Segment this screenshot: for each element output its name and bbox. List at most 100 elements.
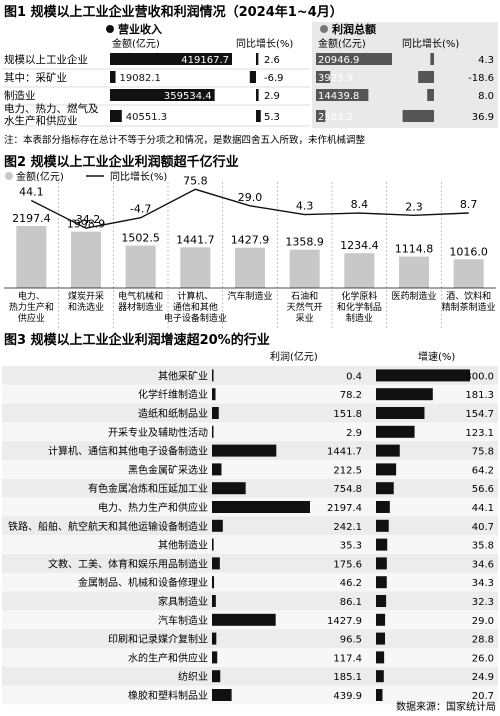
legend-growth: 同比增长(%) <box>110 170 167 183</box>
figure3-title: 图3 规模以上工业企业利润增速超20%的行业 <box>4 332 270 348</box>
bar-value-label: 1998.9 <box>67 218 106 231</box>
row-label: 其中：采矿业 <box>4 71 67 84</box>
row-background <box>2 516 498 536</box>
profit-bar <box>212 632 217 645</box>
row-background <box>2 384 498 404</box>
profit-value: 2197.4 <box>327 503 362 514</box>
profit-value: 1427.9 <box>327 616 362 627</box>
row-label: 规模以上工业企业 <box>4 53 88 66</box>
profit-value: 78.2 <box>340 390 362 401</box>
profit-growth-value: -18.6 <box>468 73 494 84</box>
industry-label: 汽车制造业 <box>158 614 208 627</box>
row-background <box>2 366 498 385</box>
category-label: 器材制造业 <box>118 301 163 313</box>
profit-value: 46.2 <box>340 578 362 589</box>
profit-bar <box>212 519 223 532</box>
growth-value-label: 44.1 <box>19 185 44 198</box>
profit-header-dot <box>320 25 328 33</box>
revenue-bar <box>110 89 215 101</box>
bar-value-label: 1441.7 <box>176 233 215 246</box>
profit-bar <box>212 369 214 382</box>
category-label: 热力生产和 <box>9 301 54 313</box>
profit-bar <box>399 256 429 288</box>
figure1-title: 图1 规模以上工业企业营收和利润情况（2024年1~4月） <box>4 4 343 20</box>
industry-label: 有色金属冶炼和压延加工业 <box>88 482 208 495</box>
profit-bar <box>212 482 246 495</box>
growth-value-label: 8.4 <box>351 198 369 211</box>
revenue-value: 19082.1 <box>120 73 161 84</box>
profit-value: 2583.2 <box>318 112 353 123</box>
profit-bar <box>212 463 222 476</box>
category-label: 电子设备制造业 <box>164 312 227 324</box>
growth-bar <box>376 613 386 626</box>
figure3-chart: 利润(亿元) 增速(%) 其他采矿业 0.4 300.0 化学纤维制造业 78.2 181.3… <box>2 350 498 705</box>
growth-value: 26.0 <box>472 653 494 664</box>
legend-amount: 金额(亿元) <box>16 170 64 183</box>
figure2-title: 图2 规模以上工业企业利润额超千亿行业 <box>4 154 239 170</box>
profit-amount-header: 金额(亿元) <box>318 37 366 50</box>
profit-bar <box>180 247 211 288</box>
category-label: 精制茶制造业 <box>442 301 496 313</box>
revenue-amount-header: 金额(亿元) <box>112 37 160 50</box>
profit-bar <box>316 53 392 65</box>
growth-bar <box>376 444 400 457</box>
industry-label: 文教、工美、体育和娱乐用品制造业 <box>48 557 208 570</box>
revenue-header-dot <box>106 25 114 33</box>
profit-value: 175.6 <box>333 559 362 570</box>
profit-bar <box>212 670 221 683</box>
revenue-bar <box>110 110 122 122</box>
profit-growth-bar <box>427 89 434 101</box>
profit-value: 1441.7 <box>327 447 362 458</box>
growth-value-label: 8.7 <box>460 198 478 211</box>
category-label: 电力、 <box>18 290 45 302</box>
revenue-value: 40551.3 <box>126 112 167 123</box>
category-label: 化学原料 <box>341 290 377 302</box>
row-background <box>2 460 498 479</box>
growth-bar <box>376 463 397 476</box>
row-label: 电力、热力、燃气及 <box>4 102 99 115</box>
row-background <box>2 666 498 686</box>
growth-bar <box>376 501 390 513</box>
row-background <box>2 535 498 554</box>
revenue-bar <box>110 71 116 83</box>
profit-value: 242.1 <box>333 522 362 533</box>
growth-value: 28.8 <box>472 635 494 646</box>
profit-value: 20946.9 <box>318 55 359 66</box>
industry-label: 水的生产和供应业 <box>128 651 208 664</box>
profit-bar <box>212 501 310 513</box>
profit-value: 2.9 <box>346 428 362 439</box>
category-label: 计算机、 <box>177 290 213 302</box>
growth-value: 75.8 <box>472 447 494 458</box>
revenue-growth-value: 5.3 <box>264 112 280 123</box>
figure2-chart: 金额(亿元) 同比增长(%) 2197.4 电力、热力生产和供应业 1998.9 煤炭开采… <box>4 170 496 330</box>
row-background <box>2 685 498 705</box>
revenue-growth-value: 2.9 <box>264 91 280 102</box>
growth-value: 32.3 <box>472 597 494 608</box>
growth-bar <box>376 407 425 419</box>
industry-label: 其他制造业 <box>158 539 208 552</box>
profit-bar <box>316 110 326 122</box>
bar-value-label: 1502.5 <box>121 232 160 245</box>
category-label: 和化学制品 <box>337 301 382 313</box>
profit-bar <box>212 388 216 401</box>
source-note: 数据来源：国家统计局 <box>396 700 496 713</box>
revenue-growth-bar <box>249 71 256 83</box>
growth-bar <box>376 651 385 664</box>
growth-value-label: 2.3 <box>405 200 423 213</box>
growth-line <box>30 188 469 229</box>
category-label: 和洗选业 <box>68 301 104 313</box>
growth-bar <box>376 557 387 570</box>
profit-value: 0.4 <box>346 371 362 382</box>
growth-value: 154.7 <box>465 409 494 420</box>
growth-bar <box>376 576 387 589</box>
profit-bar <box>453 259 484 288</box>
profit-bar <box>212 651 218 664</box>
revenue-growth-value: -6.9 <box>264 73 284 84</box>
growth-bar <box>376 595 387 607</box>
profit-value: 754.8 <box>333 484 362 495</box>
growth-column-header: 增速(%) <box>418 350 455 363</box>
growth-value-label: 75.8 <box>183 174 208 187</box>
category-label: 天然气开 <box>287 301 323 313</box>
growth-value: 34.6 <box>472 559 494 570</box>
growth-bar <box>376 538 388 551</box>
